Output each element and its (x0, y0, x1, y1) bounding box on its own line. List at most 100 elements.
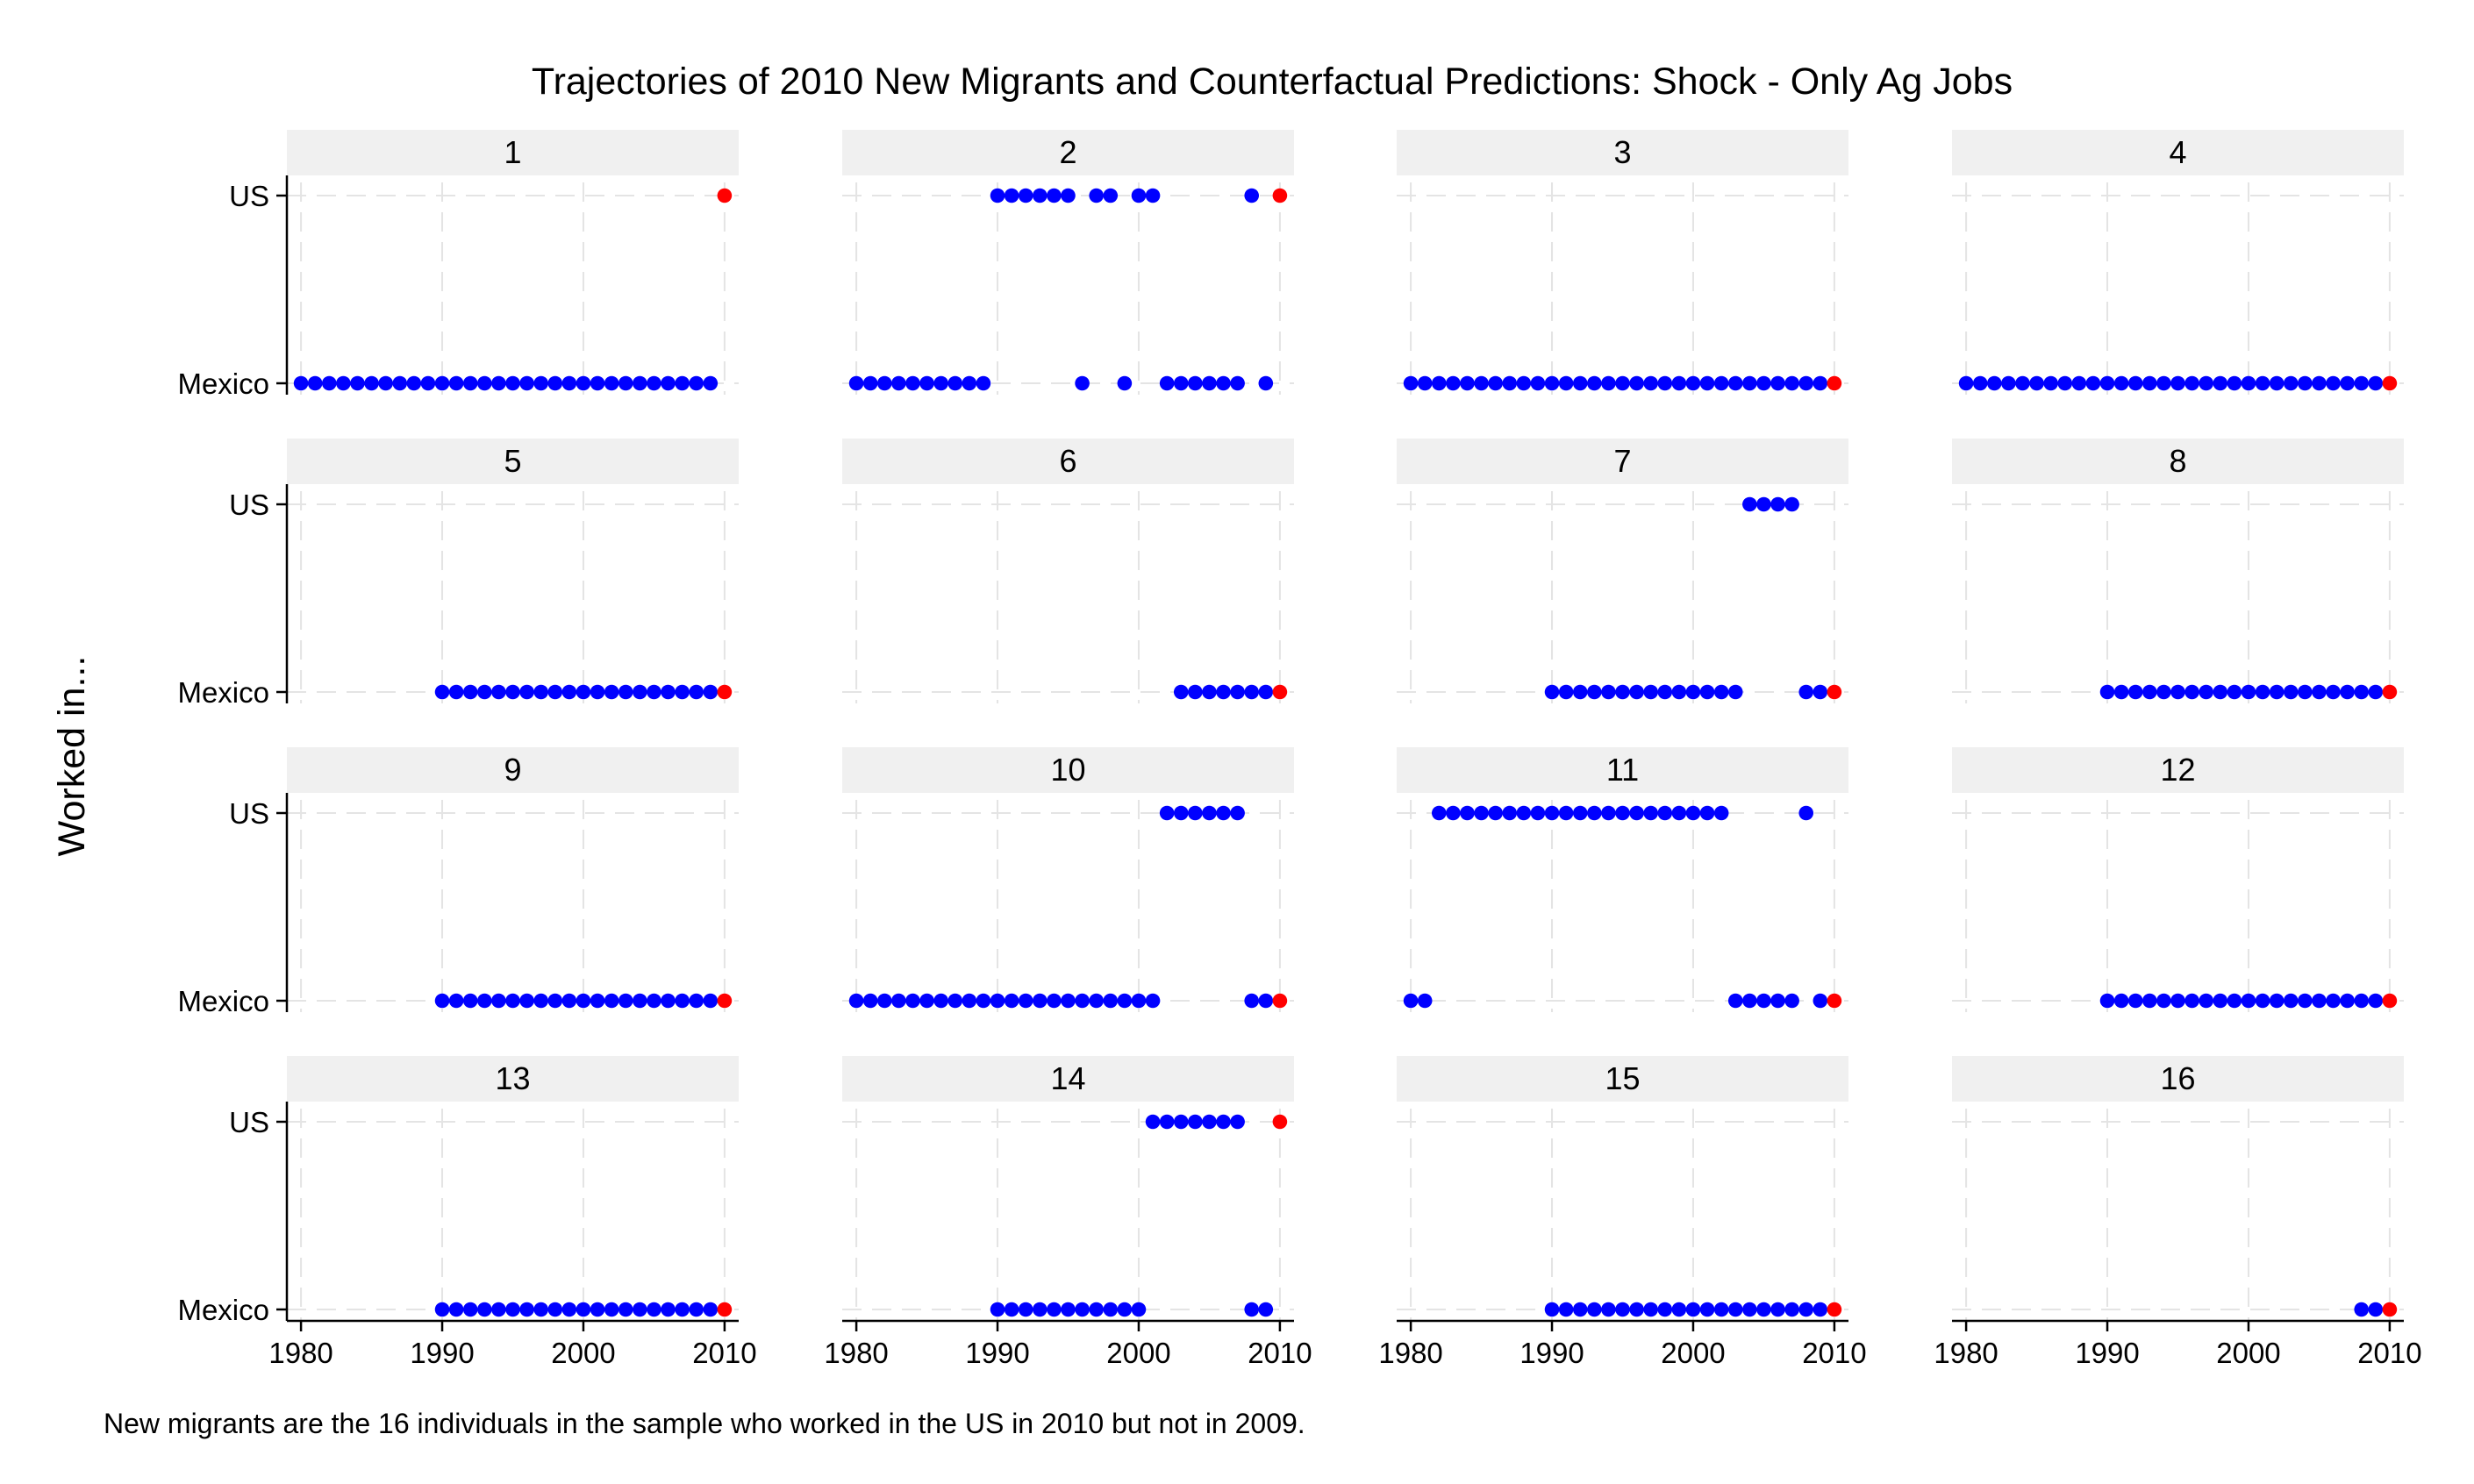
predicted-point (1827, 375, 1842, 391)
observed-point-mexico (1103, 993, 1119, 1009)
observed-point-mexico (1460, 375, 1475, 391)
observed-point-mexico (1784, 375, 1799, 391)
panel-5: 5 US Mexico (177, 439, 739, 709)
observed-point-mexico (1159, 375, 1175, 391)
observed-point-mexico (1230, 684, 1245, 700)
observed-point-mexico (947, 993, 963, 1009)
observed-point-mexico (962, 993, 977, 1009)
observed-point-mexico (2368, 684, 2384, 700)
observed-point-mexico (675, 1302, 690, 1317)
observed-point-mexico (1629, 684, 1644, 700)
observed-point-us (1145, 188, 1161, 203)
observed-point-mexico (1770, 993, 1785, 1009)
observed-point-us (1629, 805, 1644, 821)
panel-16: 16 1980 1990 2000 2010 (1934, 1056, 2422, 1369)
observed-point-mexico (2142, 684, 2157, 700)
observed-point-mexico (647, 1302, 661, 1317)
observed-point-us (1671, 805, 1687, 821)
observed-point-mexico (462, 993, 478, 1009)
observed-point-mexico (1742, 375, 1757, 391)
observed-point-mexico (2368, 375, 2384, 391)
observed-point-mexico (1075, 1302, 1090, 1317)
observed-point-mexico (891, 375, 906, 391)
observed-point-mexico (2127, 684, 2143, 700)
observed-point-us (1488, 805, 1503, 821)
observed-point-mexico (1986, 375, 2002, 391)
observed-point-mexico (1131, 993, 1147, 1009)
observed-point-mexico (1244, 684, 1260, 700)
observed-point-mexico (1685, 1302, 1701, 1317)
observed-point-mexico (2368, 993, 2384, 1009)
observed-point-us (1615, 805, 1630, 821)
observed-point-mexico (1216, 375, 1231, 391)
observed-point-us (1216, 1114, 1231, 1130)
observed-point-mexico (2213, 684, 2228, 700)
observed-point-mexico (448, 684, 464, 700)
observed-point-mexico (2113, 993, 2129, 1009)
observed-point-mexico (1798, 684, 1814, 700)
observed-point-mexico (1770, 1302, 1785, 1317)
panel-header (842, 747, 1294, 793)
observed-point-mexico (1403, 993, 1419, 1009)
panel-label: 14 (1050, 1060, 1085, 1096)
predicted-point (2382, 1302, 2398, 1317)
observed-point-mexico (2269, 684, 2285, 700)
observed-point-mexico (1047, 1302, 1062, 1317)
panel-header (1952, 1056, 2404, 1102)
observed-point-us (1103, 188, 1119, 203)
observed-point-mexico (604, 375, 619, 391)
observed-point-mexico (533, 1302, 548, 1317)
panel-label: 2 (1059, 134, 1076, 170)
observed-point-mexico (703, 375, 719, 391)
observed-point-us (1756, 496, 1771, 512)
observed-point-mexico (1145, 993, 1161, 1009)
observed-point-mexico (1813, 684, 1828, 700)
observed-point-us (1587, 805, 1602, 821)
observed-point-mexico (392, 375, 408, 391)
y-tick-label: Mexico (177, 676, 269, 709)
panel-12: 12 (1952, 747, 2404, 1012)
observed-point-mexico (1601, 684, 1616, 700)
observed-point-mexico (1089, 1302, 1104, 1317)
observed-point-mexico (2269, 993, 2285, 1009)
observed-point-mexico (1544, 684, 1560, 700)
observed-point-mexico (1713, 684, 1729, 700)
observed-point-mexico (1727, 1302, 1743, 1317)
panel-label: 13 (495, 1060, 530, 1096)
observed-point-mexico (2113, 375, 2129, 391)
observed-point-mexico (321, 375, 337, 391)
observed-point-mexico (2368, 1302, 2384, 1317)
observed-point-mexico (2199, 684, 2213, 700)
observed-point-mexico (905, 375, 920, 391)
panel-header (842, 439, 1294, 484)
observed-point-mexico (1131, 1302, 1147, 1317)
observed-point-mexico (633, 684, 647, 700)
observed-point-mexico (576, 684, 591, 700)
observed-point-mexico (2184, 684, 2199, 700)
observed-point-us (1047, 188, 1062, 203)
observed-point-mexico (561, 1302, 577, 1317)
observed-point-mexico (2326, 684, 2341, 700)
observed-point-mexico (2085, 375, 2101, 391)
observed-point-mexico (1601, 1302, 1616, 1317)
observed-point-mexico (633, 375, 647, 391)
panel-label: 12 (2160, 752, 2195, 788)
observed-point-mexico (2326, 993, 2341, 1009)
observed-point-us (1188, 1114, 1203, 1130)
observed-point-mexico (933, 993, 948, 1009)
observed-point-mexico (1431, 375, 1447, 391)
observed-point-mexico (689, 375, 704, 391)
observed-point-mexico (2127, 375, 2143, 391)
observed-point-mexico (2227, 993, 2242, 1009)
panel-label: 8 (2169, 443, 2186, 479)
observed-point-mexico (905, 993, 920, 1009)
panel-header (1397, 130, 1848, 175)
observed-point-mexico (1784, 993, 1799, 1009)
observed-point-mexico (590, 375, 605, 391)
observed-point-mexico (1756, 375, 1771, 391)
observed-point-mexico (1258, 375, 1274, 391)
observed-point-mexico (2156, 684, 2171, 700)
observed-point-mexico (2170, 993, 2185, 1009)
observed-point-mexico (2255, 684, 2270, 700)
